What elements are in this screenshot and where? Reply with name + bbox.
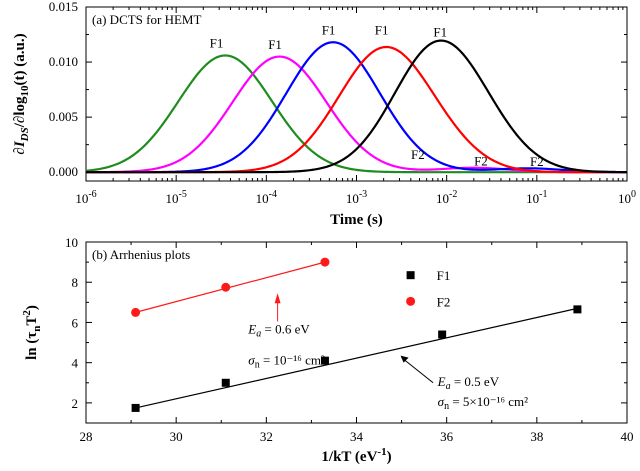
panel-a-xtick-label: 100	[618, 189, 636, 206]
panel-a-peak-label-f2: F2	[411, 147, 425, 162]
panel-b-point-circle	[221, 282, 231, 292]
panel-a-xtick-label: 10-6	[75, 189, 96, 206]
panel-a-curve	[86, 39, 628, 174]
panel-b-point-circle	[131, 307, 141, 317]
panel-b-xtick-label: 40	[621, 429, 634, 444]
panel-a-peak-label-f2: F2	[474, 154, 488, 169]
panel-a-curve	[86, 41, 628, 174]
panel-a-peak-label-f2: F2	[530, 154, 544, 169]
annotation-ea-f1: Ea = 0.5 eV	[437, 374, 500, 392]
panel-b-xlabel: 1/kT (eV-1)	[321, 446, 391, 465]
panel-a-xtick-label: 10-3	[346, 189, 367, 206]
panel-a-peak-label-f1: F1	[268, 37, 282, 52]
annotation-arrowhead-f2	[274, 293, 281, 304]
panel-a-peak-label-f1: F1	[210, 36, 224, 51]
legend-label-f2: F2	[437, 294, 451, 309]
panel-b-fit-line	[135, 261, 326, 313]
legend-label-f1: F1	[437, 268, 451, 283]
panel-b-ytick-label: 4	[72, 356, 79, 371]
panel-a-curve	[85, 55, 627, 174]
panel-b-point-square	[438, 330, 447, 339]
panel-b-ylabel: ln (τnT2)	[21, 305, 43, 360]
panel-a-dcts-chart: 10-6 10-5 10-4 10-3 10-2 10-1 100 0.000 0.005 0.0…	[12, 0, 636, 228]
panel-b-xtick-label: 30	[170, 429, 183, 444]
panel-b-title: (b) Arrhenius plots	[92, 247, 190, 262]
legend-marker-f2	[406, 296, 416, 306]
panel-b-point-square	[221, 378, 230, 387]
panel-b-arrhenius-chart: 28 30 32 34 36 38 40 2 4 6 8 10 1/kT (eV-1) ln (τnT2)…	[21, 235, 634, 465]
panel-b-fit-line	[135, 307, 578, 409]
panel-b-ytick-label: 8	[72, 275, 79, 290]
panel-a-peak-label-f1: F1	[322, 23, 336, 38]
panel-a-title: (a) DCTS for HEMT	[92, 12, 201, 27]
panel-a-xtick-label: 10-5	[165, 189, 186, 206]
panel-a-xtick-label: 10-2	[436, 189, 457, 206]
panel-b-xtick-label: 32	[260, 429, 273, 444]
panel-b-point-circle	[320, 257, 330, 267]
panel-b-point-square	[573, 305, 582, 314]
panel-b-ytick-label: 2	[72, 396, 79, 411]
annotation-sigma-f1: σn = 5×10⁻¹⁶ cm²	[438, 394, 529, 412]
legend-marker-f1	[406, 271, 415, 280]
panel-b-point-square	[131, 403, 140, 412]
panel-a-ylabel: ∂IDS/∂log10(t) (a.u.)	[12, 33, 31, 154]
panel-b-xtick-label: 38	[530, 429, 543, 444]
panel-a-xtick-label: 10-4	[256, 189, 277, 206]
annotation-ea-f2: Ea = 0.6 eV	[247, 322, 310, 340]
panel-a-ytick-label: 0.015	[49, 0, 78, 14]
annotation-arrow-f1	[401, 357, 434, 384]
panel-a-curve	[86, 45, 627, 174]
panel-a-peak-label-f1: F1	[375, 23, 389, 38]
panel-b-ytick-label: 10	[65, 235, 78, 250]
panel-a-ytick-label: 0.000	[49, 164, 78, 179]
panel-a-ytick-label: 0.010	[49, 54, 78, 69]
panel-a-frame	[85, 6, 628, 182]
panel-b-xtick-label: 34	[350, 429, 364, 444]
panel-b-frame	[85, 241, 628, 424]
panel-a-curve	[85, 54, 627, 174]
panel-b-point-square	[320, 356, 329, 365]
annotation-arrowhead-f1	[400, 355, 409, 363]
panel-a-ytick-label: 0.005	[49, 109, 78, 124]
panel-a-peak-label-f1: F1	[433, 25, 447, 40]
panel-b-xtick-label: 28	[80, 429, 93, 444]
panel-b-xtick-label: 36	[440, 429, 454, 444]
panel-a-xlabel: Time (s)	[330, 212, 383, 228]
annotation-sigma-f2: σn = 10⁻¹⁶ cm²	[248, 353, 325, 371]
panel-b-ytick-label: 6	[72, 315, 79, 330]
panel-a-xtick-label: 10-1	[526, 189, 547, 206]
